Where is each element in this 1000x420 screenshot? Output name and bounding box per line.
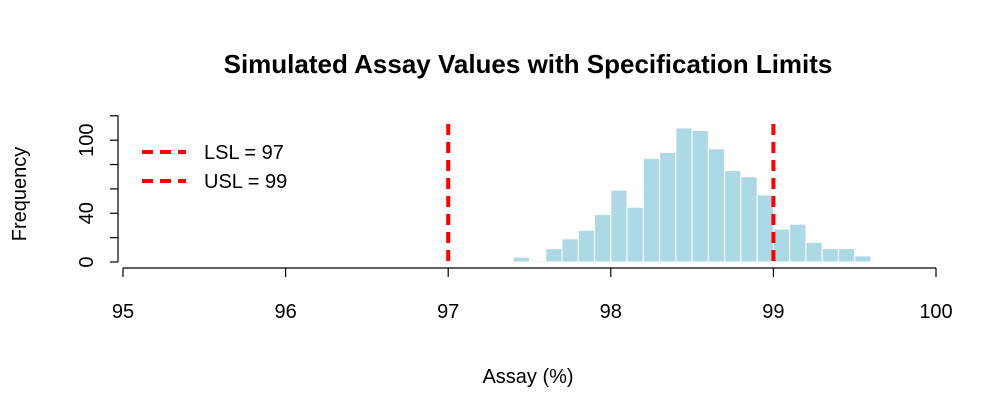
x-tick-label: 97: [437, 301, 459, 323]
histogram-bar: [545, 248, 563, 263]
x-tick-label: 98: [600, 301, 622, 323]
histogram-bar: [805, 242, 823, 263]
x-tick-label: 99: [762, 301, 784, 323]
histogram-bar: [577, 229, 596, 263]
legend-label-usl: USL = 99: [204, 171, 287, 193]
histogram-bar: [561, 238, 579, 263]
y-tick-label: 40: [76, 202, 98, 224]
spec-limit-lines: [446, 124, 776, 264]
histogram-bar: [659, 151, 677, 263]
histogram-bar: [821, 248, 839, 263]
histogram-bar: [724, 170, 742, 263]
x-tick-label: 95: [112, 301, 134, 323]
legend-label-lsl: LSL = 97: [204, 142, 284, 164]
x-tick-label: 96: [274, 301, 296, 323]
histogram-bar: [642, 157, 661, 263]
x-tick-label: 100: [919, 301, 952, 323]
histogram-bar: [675, 127, 693, 263]
histogram-bar: [512, 256, 530, 263]
histogram-bar: [854, 255, 872, 263]
x-axis: 95 96 97 98 99 100: [112, 267, 953, 323]
histogram-bar: [691, 129, 709, 263]
histogram-bar: [740, 176, 758, 263]
y-tick-label: 100: [76, 123, 98, 156]
y-axis-label: Frequency: [9, 147, 31, 242]
histogram-bar: [789, 223, 807, 263]
histogram-bar: [707, 148, 726, 263]
histogram-bar: [756, 194, 774, 263]
histogram-bar: [529, 260, 547, 263]
y-axis: 0 40 100: [76, 115, 119, 268]
y-tick-label: 0: [76, 256, 98, 267]
histogram-bars: [512, 127, 872, 263]
legend: LSL = 97 USL = 99: [142, 142, 287, 193]
histogram-bar: [610, 189, 628, 263]
histogram-bar: [837, 248, 856, 263]
x-axis-label: Assay (%): [482, 366, 573, 388]
chart-title: Simulated Assay Values with Specificatio…: [224, 49, 833, 79]
histogram-bar: [594, 213, 612, 263]
histogram-bar: [772, 228, 791, 263]
histogram-bar: [626, 206, 644, 263]
